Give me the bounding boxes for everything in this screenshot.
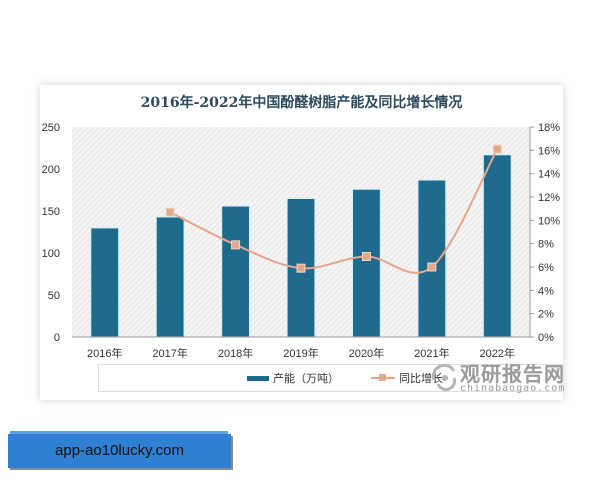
- banner-link[interactable]: app-ao10lucky.com: [55, 442, 184, 459]
- x-tick-label: 2018年: [218, 346, 253, 360]
- line-swatch-icon: [371, 374, 395, 381]
- bar: [417, 179, 447, 338]
- bar: [220, 205, 251, 338]
- x-tick-label: 2020年: [349, 346, 384, 360]
- growth-markers: [165, 144, 502, 273]
- watermark-en: chinabaogao.com: [460, 383, 566, 394]
- left-tick-label: 50: [48, 290, 60, 302]
- left-axis-ticks: 0 50 100 150 200 250: [42, 122, 60, 344]
- line-marker: [427, 262, 437, 272]
- x-tick-label: 2021年: [414, 346, 449, 360]
- left-tick-label: 200: [42, 164, 60, 176]
- x-tick-label: 2022年: [480, 346, 515, 360]
- right-tick-label: 6%: [538, 262, 554, 274]
- x-axis-ticks: 2016年 2017年 2018年 2019年 2020年 2021年 2022年: [87, 346, 515, 360]
- left-tick-label: 0: [54, 332, 60, 344]
- line-marker: [361, 252, 371, 261]
- watermark-logo-icon: [431, 363, 457, 392]
- right-tick-label: 18%: [538, 122, 560, 134]
- legend-label-capacity: 产能（万吨）: [273, 372, 339, 385]
- right-axis-ticks: 0% 2% 4% 6% 8% 10% 12% 14% 16% 18%: [530, 122, 560, 344]
- bar: [90, 227, 120, 338]
- left-tick-label: 250: [42, 122, 60, 134]
- right-tick-label: 14%: [538, 169, 560, 181]
- line-marker: [165, 207, 175, 217]
- line-marker: [231, 240, 241, 250]
- left-tick-label: 100: [42, 248, 60, 260]
- chart-title: 2016年-2022年中国酚醛树脂产能及同比增长情况: [140, 95, 463, 111]
- x-tick-label: 2017年: [152, 346, 187, 360]
- bar: [155, 216, 185, 338]
- bar: [351, 188, 382, 338]
- legend: 产能（万吨） 同比增长: [98, 364, 562, 392]
- banner[interactable]: [8, 434, 231, 468]
- right-tick-label: 16%: [538, 145, 560, 157]
- right-tick-label: 8%: [538, 239, 554, 251]
- right-tick-label: 0%: [538, 332, 554, 344]
- line-marker: [492, 144, 502, 154]
- line-marker: [296, 263, 306, 273]
- right-tick-label: 12%: [538, 192, 560, 204]
- right-tick-label: 2%: [538, 309, 554, 321]
- right-tick-label: 10%: [538, 215, 560, 227]
- left-tick-label: 150: [42, 206, 60, 218]
- x-tick-label: 2016年: [87, 346, 122, 360]
- legend-item-capacity: 产能（万吨）: [247, 370, 339, 386]
- bar-series: [90, 154, 512, 338]
- watermark: 观研报告网 chinabaogao.com: [430, 358, 565, 402]
- bar-swatch-icon: [247, 375, 269, 381]
- right-tick-label: 4%: [538, 285, 554, 297]
- bar: [482, 154, 512, 338]
- x-tick-label: 2019年: [283, 346, 318, 360]
- watermark-cn: 观研报告网: [460, 362, 565, 386]
